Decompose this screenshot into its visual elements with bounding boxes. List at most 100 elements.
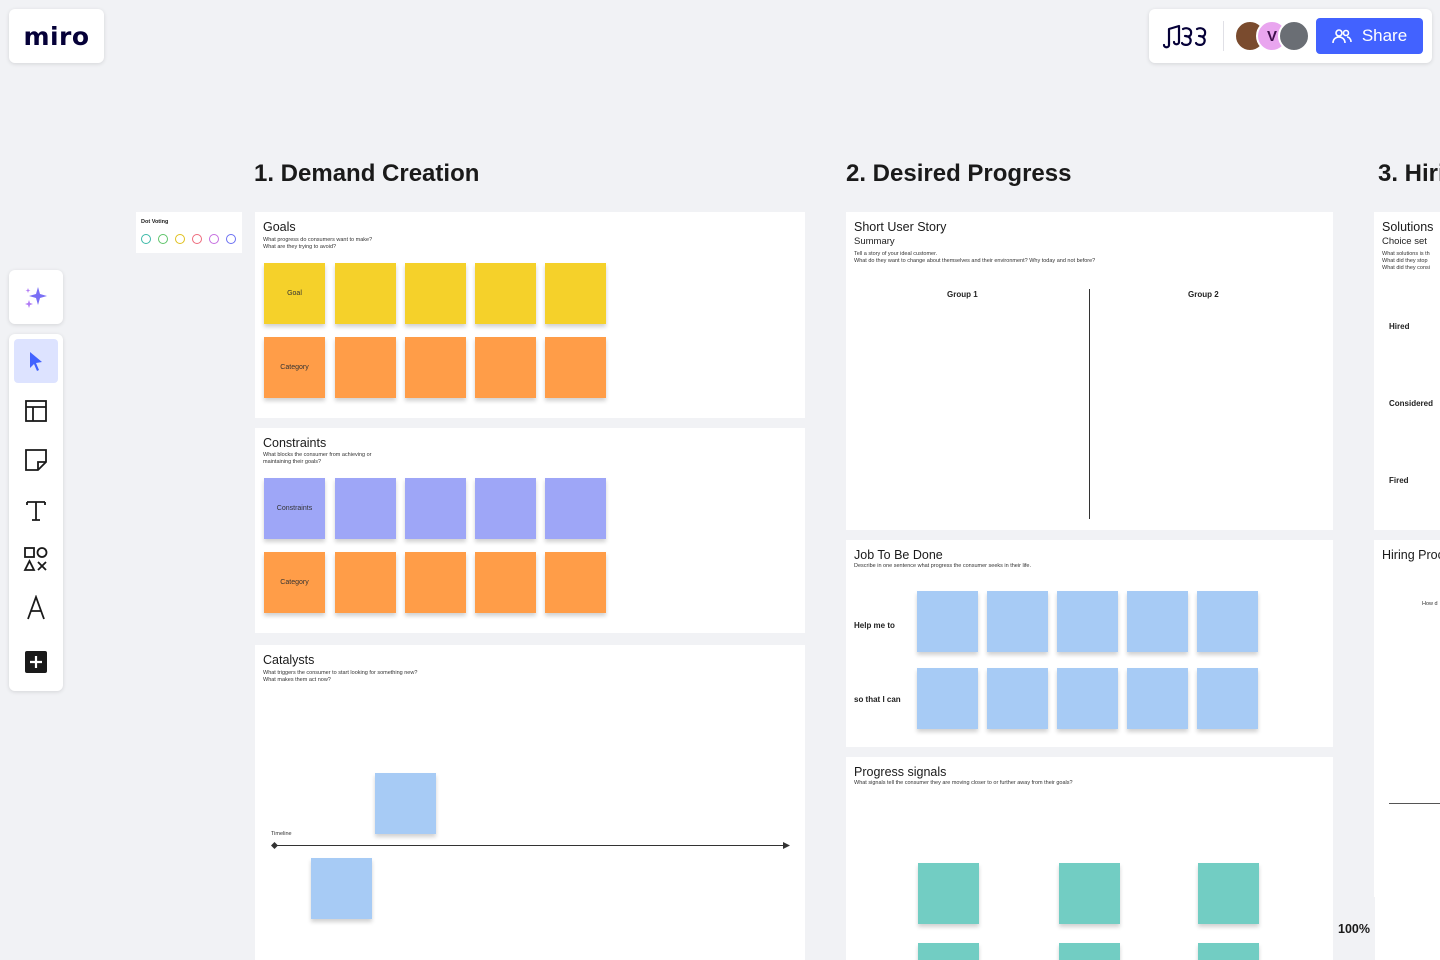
catalysts-desc-1: What triggers the consumer to start look…: [263, 670, 418, 676]
sticky-note[interactable]: [335, 552, 396, 613]
miro-logo[interactable]: miro: [9, 9, 104, 63]
pen-icon: [27, 595, 45, 620]
sticky-note[interactable]: [335, 263, 396, 324]
toolbar-divider: [1223, 21, 1224, 51]
goals-title: Goals: [263, 220, 296, 234]
solutions-title: Solutions: [1382, 220, 1434, 234]
group-divider: [1089, 289, 1090, 519]
zoom-level[interactable]: 100%: [1333, 897, 1375, 960]
sticky-note[interactable]: [335, 478, 396, 539]
sticky-note[interactable]: [987, 591, 1048, 652]
frame-catalysts[interactable]: Catalysts What triggers the consumer to …: [255, 645, 805, 960]
more-tools-button[interactable]: [14, 640, 58, 684]
sticky-note[interactable]: [1197, 591, 1258, 652]
frame-short-user-story[interactable]: Short User Story Summary Tell a story of…: [846, 212, 1333, 530]
dot-voting-widget[interactable]: Dot Voting: [136, 212, 242, 253]
sticky-note[interactable]: [917, 668, 978, 729]
solutions-desc-3: What did they consi: [1382, 265, 1430, 271]
solutions-subtitle: Choice set: [1382, 236, 1427, 247]
reactions-icon[interactable]: [1161, 21, 1217, 51]
constraints-desc-1: What blocks the consumer from achieving …: [263, 452, 372, 458]
ai-assist-button[interactable]: [9, 270, 63, 324]
jtbd-row-so-that-i-can: so that I can: [854, 695, 901, 704]
plus-square-icon: [25, 651, 47, 673]
sticky-note[interactable]: [475, 478, 536, 539]
sticky-note[interactable]: [405, 552, 466, 613]
shapes-tool[interactable]: [14, 537, 58, 581]
sticky-note[interactable]: [1198, 943, 1259, 960]
section-title-hiring: 3. Hiri: [1378, 160, 1440, 187]
section-title-desired-progress: 2. Desired Progress: [846, 160, 1072, 187]
sticky-note[interactable]: [1127, 591, 1188, 652]
sticky-note[interactable]: [475, 263, 536, 324]
sticky-note[interactable]: [1059, 943, 1120, 960]
sticky-note[interactable]: Goal: [264, 263, 325, 324]
vote-dot-yellow[interactable]: [175, 234, 185, 244]
vote-dot-purple[interactable]: [226, 234, 236, 244]
frame-goals[interactable]: Goals What progress do consumers want to…: [255, 212, 805, 418]
timeline-arrow-icon: [783, 842, 790, 849]
frame-progress-signals[interactable]: Progress signals What signals tell the c…: [846, 757, 1333, 960]
sticky-note[interactable]: [1127, 668, 1188, 729]
hiring-line: [1389, 803, 1440, 804]
frame-hiring-process[interactable]: Hiring Proc How d: [1374, 540, 1440, 960]
pen-tool[interactable]: [14, 586, 58, 630]
jtbd-desc-1: Describe in one sentence what progress t…: [854, 563, 1032, 569]
sticky-note[interactable]: [545, 263, 606, 324]
vote-dot-teal[interactable]: [141, 234, 151, 244]
group-2-label: Group 2: [1188, 290, 1219, 299]
sticky-note[interactable]: [1059, 863, 1120, 924]
sticky-note[interactable]: [1198, 863, 1259, 924]
frame-constraints[interactable]: Constraints What blocks the consumer fro…: [255, 428, 805, 633]
timeline-line: [274, 845, 788, 846]
sticky-note[interactable]: [405, 263, 466, 324]
sticky-note[interactable]: [475, 552, 536, 613]
timeline-label: Timeline: [271, 831, 292, 837]
sticky-note[interactable]: [545, 478, 606, 539]
sticky-note[interactable]: [335, 337, 396, 398]
top-right-toolbar: V Share: [1149, 9, 1432, 63]
goals-desc-2: What are they trying to avoid?: [263, 244, 337, 250]
progress-signals-desc-1: What signals tell the consumer they are …: [854, 780, 1073, 786]
avatar[interactable]: [1278, 20, 1310, 52]
jtbd-title: Job To Be Done: [854, 548, 943, 562]
select-tool[interactable]: [14, 339, 58, 383]
sticky-note[interactable]: [918, 943, 979, 960]
sticky-note[interactable]: [1197, 668, 1258, 729]
sticky-note[interactable]: [545, 552, 606, 613]
sticky-note[interactable]: [987, 668, 1048, 729]
vote-dot-green[interactable]: [158, 234, 168, 244]
solutions-desc-2: What did they stop: [1382, 258, 1428, 264]
frame-job-to-be-done[interactable]: Job To Be Done Describe in one sentence …: [846, 540, 1333, 747]
sticky-note[interactable]: [375, 773, 436, 834]
sticky-note[interactable]: [1057, 668, 1118, 729]
layout-icon: [25, 400, 47, 422]
solutions-hired-label: Hired: [1389, 322, 1410, 331]
templates-tool[interactable]: [14, 389, 58, 433]
sticky-note[interactable]: [311, 858, 372, 919]
share-button[interactable]: Share: [1316, 18, 1423, 54]
sticky-note[interactable]: [405, 337, 466, 398]
sticky-note[interactable]: [405, 478, 466, 539]
sticky-note[interactable]: Constraints: [264, 478, 325, 539]
sticky-note-icon: [25, 449, 47, 471]
vote-dot-red[interactable]: [192, 234, 202, 244]
vote-dot-pink[interactable]: [209, 234, 219, 244]
sticky-note[interactable]: [475, 337, 536, 398]
sticky-note[interactable]: [545, 337, 606, 398]
sticky-note-tool[interactable]: [14, 438, 58, 482]
sticky-note[interactable]: Category: [264, 337, 325, 398]
text-tool[interactable]: [14, 488, 58, 532]
sticky-note[interactable]: Category: [264, 552, 325, 613]
catalysts-title: Catalysts: [263, 653, 315, 667]
sticky-note[interactable]: [918, 863, 979, 924]
frame-solutions[interactable]: Solutions Choice set What solutions is t…: [1374, 212, 1440, 530]
sticky-note[interactable]: [1057, 591, 1118, 652]
sticky-note[interactable]: [917, 591, 978, 652]
solutions-fired-label: Fired: [1389, 476, 1409, 485]
collaborator-avatars[interactable]: V: [1234, 20, 1310, 52]
dot-voting-title: Dot Voting: [141, 219, 169, 225]
cursor-icon: [30, 352, 42, 371]
left-toolbar: [9, 334, 63, 691]
